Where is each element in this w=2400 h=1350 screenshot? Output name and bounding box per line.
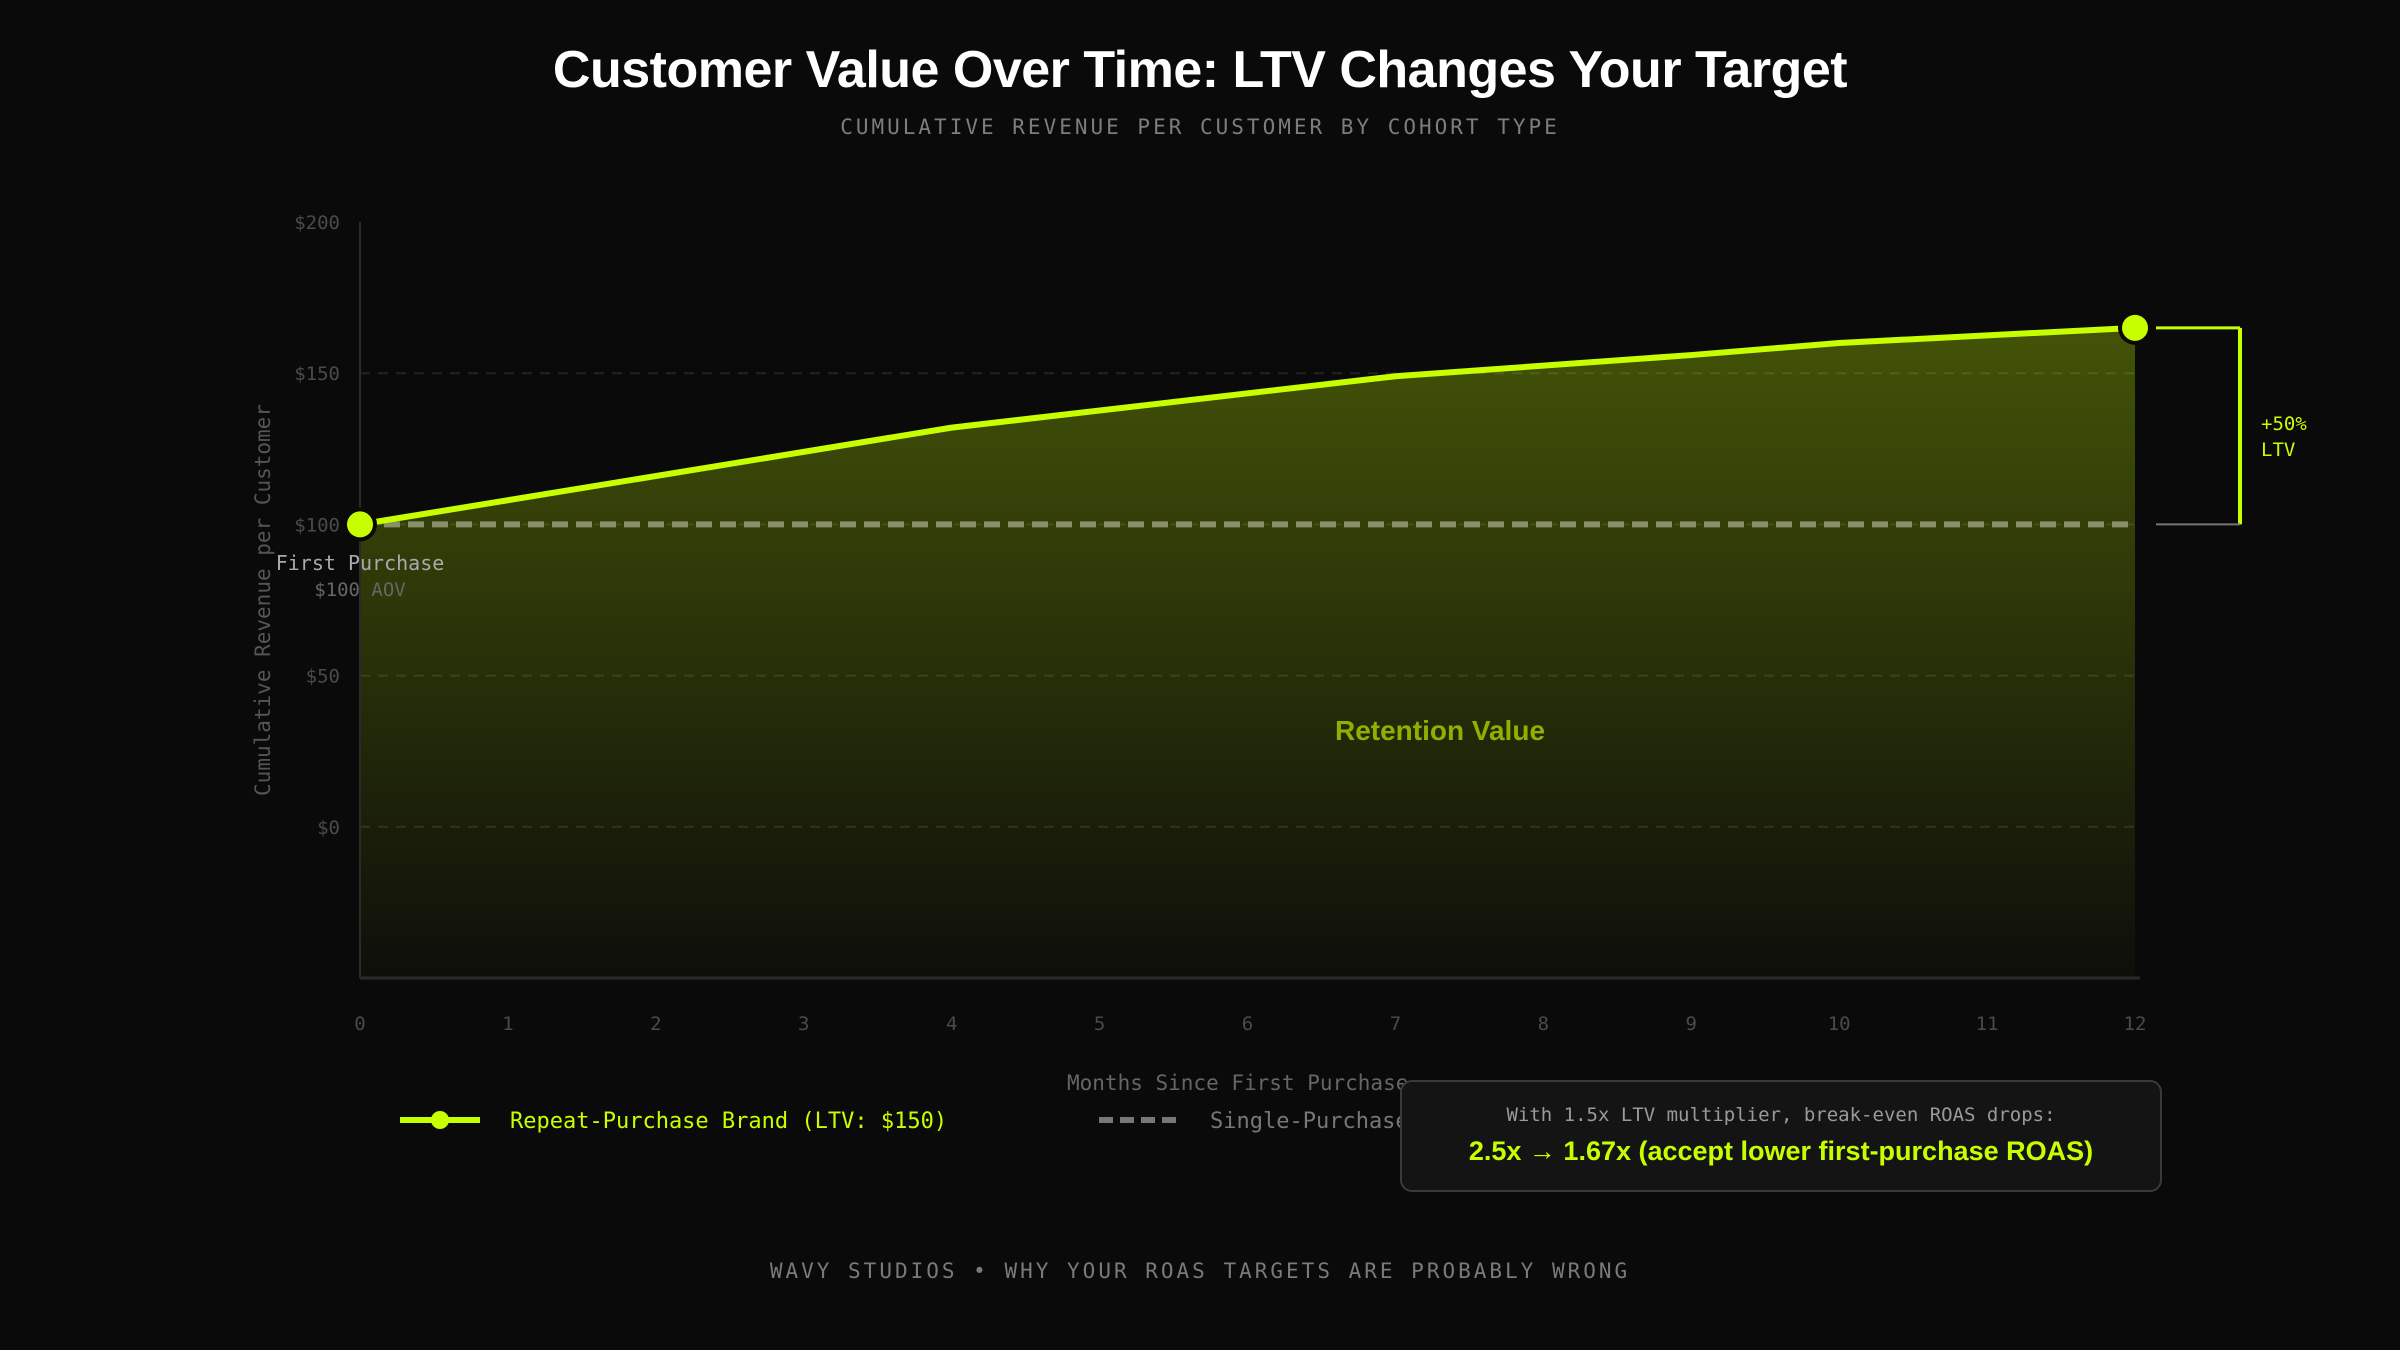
legend-marker-repeat xyxy=(431,1111,449,1129)
callout-line-2: 2.5x → 1.67x (accept lower first-purchas… xyxy=(1468,1136,2094,1166)
y-tick-label: $200 xyxy=(294,212,340,234)
bracket-label-1: +50% xyxy=(2261,413,2307,435)
y-tick-label: $50 xyxy=(306,666,340,688)
bracket-label-2: LTV xyxy=(2261,439,2295,461)
legend-label-single: Single-Purchase xyxy=(1210,1109,1409,1134)
page-title: Customer Value Over Time: LTV Changes Yo… xyxy=(552,41,1848,99)
x-axis-label: Months Since First Purchase xyxy=(1067,1071,1408,1095)
retention-area xyxy=(360,327,2135,979)
x-tick-label: 9 xyxy=(1686,1013,1697,1035)
endpoint-marker xyxy=(347,511,373,538)
x-tick-label: 8 xyxy=(1538,1013,1549,1035)
page-subtitle: CUMULATIVE REVENUE PER CUSTOMER BY COHOR… xyxy=(840,115,1560,139)
y-tick-label: $0 xyxy=(317,817,340,839)
x-tick-label: 3 xyxy=(798,1013,809,1035)
x-tick-label: 7 xyxy=(1390,1013,1401,1035)
legend-label-repeat: Repeat-Purchase Brand (LTV: $150) xyxy=(510,1109,947,1134)
area-label: Retention Value xyxy=(1335,715,1545,746)
x-tick-label: 0 xyxy=(354,1013,365,1035)
roas-callout-box: With 1.5x LTV multiplier, break-even ROA… xyxy=(1400,1080,2162,1192)
x-tick-label: 5 xyxy=(1094,1013,1105,1035)
y-axis-label: Cumulative Revenue per Customer xyxy=(251,404,275,796)
x-tick-label: 10 xyxy=(1828,1013,1851,1035)
x-tick-label: 1 xyxy=(502,1013,513,1035)
start-label: First Purchase xyxy=(276,551,445,575)
x-tick-label: 6 xyxy=(1242,1013,1253,1035)
x-tick-label: 2 xyxy=(650,1013,661,1035)
y-tick-label: $100 xyxy=(294,514,340,536)
x-tick-label: 12 xyxy=(2124,1013,2147,1035)
endpoint-marker xyxy=(2122,314,2148,341)
legend: Repeat-Purchase Brand (LTV: $150) Single… xyxy=(400,1109,1409,1134)
repeat-purchase-line xyxy=(359,324,2136,528)
x-tick-label: 11 xyxy=(1976,1013,1999,1035)
footer: WAVY STUDIOS • WHY YOUR ROAS TARGETS ARE… xyxy=(769,1259,1631,1283)
callout-line-1: With 1.5x LTV multiplier, break-even ROA… xyxy=(1506,1104,2056,1126)
start-sublabel: $100 AOV xyxy=(314,579,406,601)
x-tick-label: 4 xyxy=(946,1013,957,1035)
y-tick-label: $150 xyxy=(294,363,340,385)
